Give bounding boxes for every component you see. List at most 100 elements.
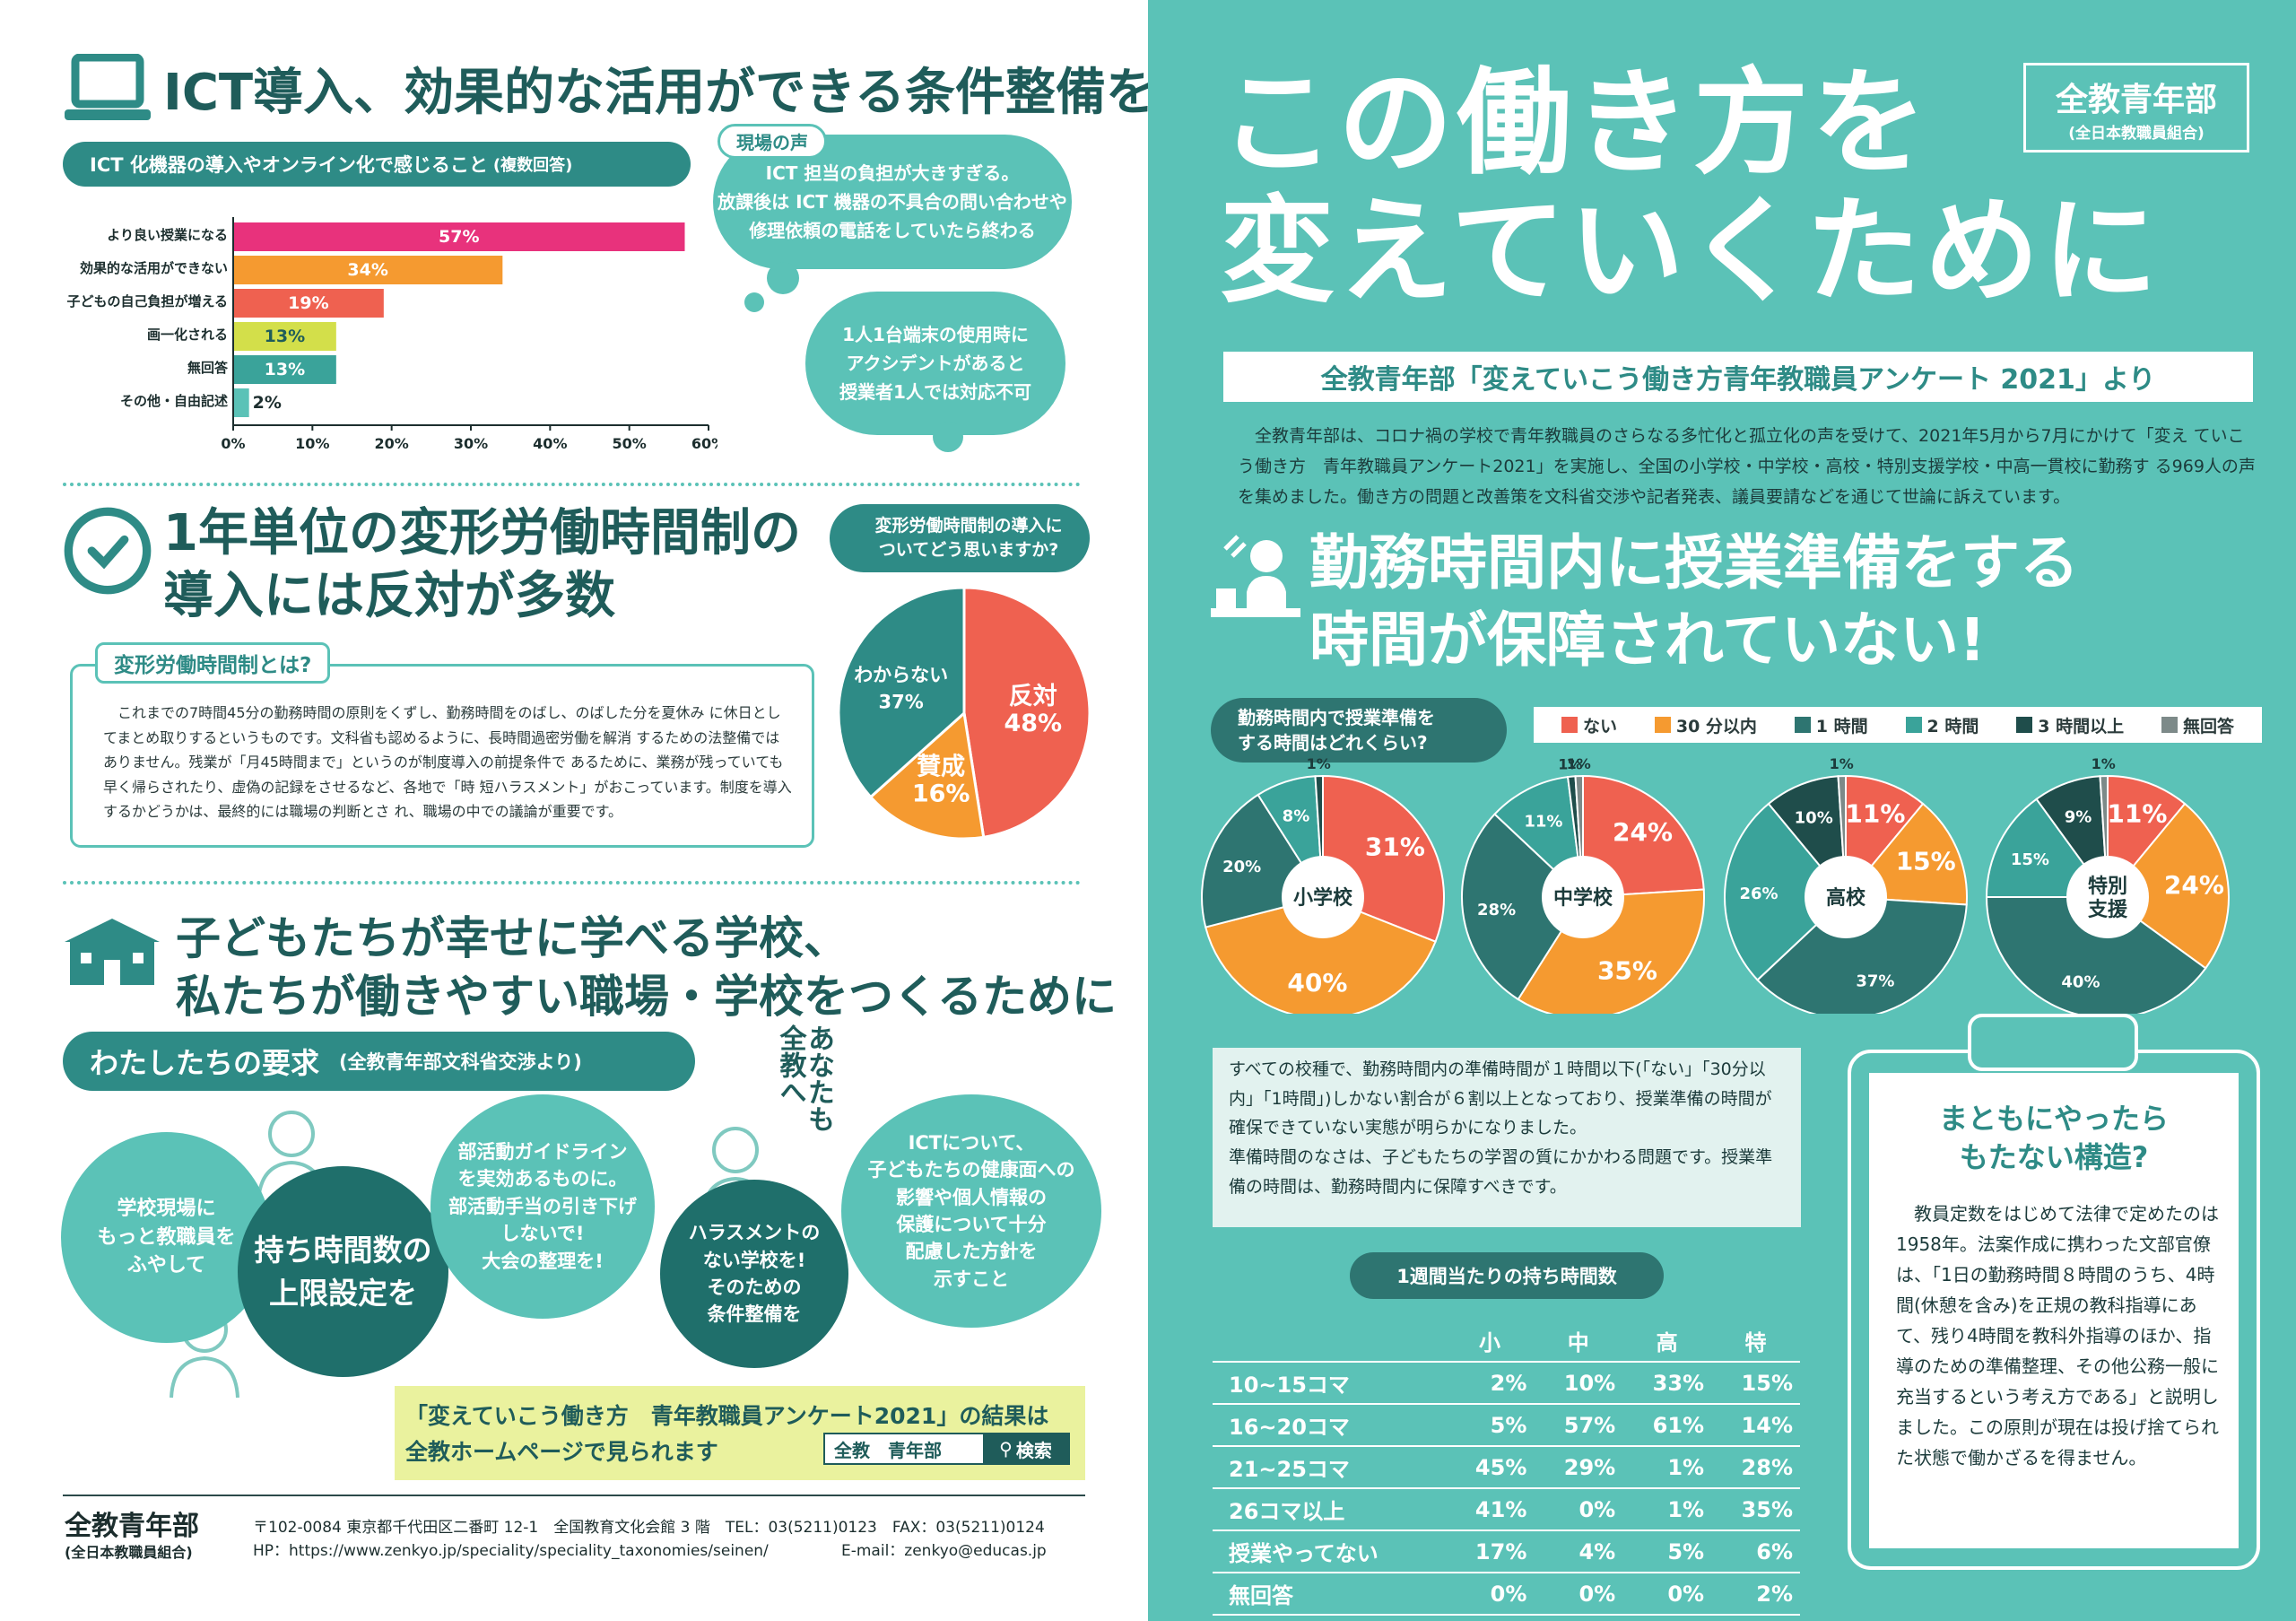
- pie-slice: [1517, 888, 1705, 1014]
- table-cell: 無回答: [1213, 1573, 1446, 1616]
- search-input[interactable]: [825, 1434, 983, 1463]
- pie-slice: [1756, 895, 1968, 1014]
- table-cell: 16~20コマ: [1213, 1404, 1446, 1447]
- bar: [233, 355, 336, 384]
- bar: [233, 322, 336, 351]
- table-row: 授業やってない 17% 4% 5% 6%: [1213, 1530, 1800, 1573]
- x-tick-label: 10%: [295, 435, 329, 452]
- table-row: 無回答 0% 0% 0% 2%: [1213, 1573, 1800, 1616]
- table-cell: 0%: [1534, 1488, 1623, 1531]
- pie-slice-label: 40%: [2061, 972, 2100, 991]
- table-cell: 5%: [1622, 1530, 1712, 1573]
- pie-slice: [1461, 813, 1585, 1001]
- demand-bubble-5: ICTについて、 子どもたちの健康面への 影響や個人情報の 保護について十分 配…: [841, 1094, 1101, 1328]
- bubble-dot: [767, 262, 799, 294]
- legend-swatch: [2016, 717, 2033, 733]
- pie-slice: [2106, 802, 2230, 970]
- join-vertical-text: あなたも 全教へ: [774, 1024, 835, 1132]
- pie-slice: [868, 710, 986, 841]
- bar: [233, 289, 384, 318]
- bar-category-label: より良い授業になる: [107, 227, 228, 243]
- pie-slice-label: 11%: [1845, 799, 1905, 829]
- table-header-cell: 中: [1534, 1320, 1623, 1363]
- footer-org: 全教青年部: [65, 1511, 199, 1542]
- legend-item: 2 時間: [1905, 713, 1979, 737]
- footer-address: 〒102-0084 東京都千代田区二番町 12-1 全国教育文化会館 3 階 T…: [253, 1519, 1045, 1537]
- demands-bar-note: (全教青年部文科省交渉より): [339, 1051, 582, 1073]
- pie-slice-label: 24%: [1613, 817, 1673, 847]
- bar-value-label: 57%: [439, 227, 479, 247]
- footer-org-sub: (全日本教職員組合): [65, 1544, 193, 1561]
- clipboard-clip: [1968, 1014, 2138, 1071]
- table-cell: 0%: [1534, 1573, 1623, 1616]
- table-cell: 10~15コマ: [1213, 1362, 1446, 1405]
- table-row: 26コマ以上 41% 0% 1% 35%: [1213, 1488, 1800, 1531]
- henkei-box-title: 変形労働時間制とは?: [95, 642, 331, 684]
- table-cell: 1%: [1622, 1446, 1712, 1489]
- bar-category-label: 効果的な活用ができない: [80, 260, 228, 276]
- voice-text-1: ICT 担当の負担が大きすぎる。 放課後は ICT 機器の不具合の問い合わせや …: [718, 162, 1067, 241]
- table-row: 16~20コマ 5% 57% 61% 14%: [1213, 1404, 1800, 1447]
- pie-question-bar: 変形労働時間制の導入に ついてどう思いますか?: [830, 504, 1090, 572]
- table-cell: 61%: [1622, 1404, 1712, 1447]
- pie-slice-label: 賛成: [917, 754, 965, 781]
- table-row: 10~15コマ 2% 10% 33% 15%: [1213, 1362, 1800, 1405]
- bar-category-label: 無回答: [187, 360, 229, 376]
- table-header-cell: 小: [1445, 1320, 1535, 1363]
- clip-text: 教員定数をはじめて法律で定めたのは1958年。法案作成に携わった文部官僚は、「1…: [1896, 1203, 2219, 1469]
- table-cell: 29%: [1534, 1446, 1623, 1489]
- pie-slice: [1205, 895, 1437, 1014]
- pie-slice: [1985, 896, 2207, 1014]
- table-cell: 14%: [1711, 1404, 1800, 1447]
- footer-rule: [63, 1495, 1085, 1496]
- x-tick-label: 0%: [221, 435, 245, 452]
- voice-label: 現場の声: [718, 124, 827, 159]
- pie-slice-label: 31%: [1365, 832, 1425, 861]
- pie-center-hole: [1282, 856, 1364, 938]
- legend-item: 3 時間以上: [2016, 713, 2124, 737]
- table-header-cell: 高: [1622, 1320, 1712, 1363]
- table-row: 21~25コマ 45% 29% 1% 28%: [1213, 1446, 1800, 1489]
- pie-slice-label: 10%: [1795, 809, 1833, 828]
- bar-value-label: 34%: [347, 260, 387, 280]
- pie-slice-label: 1%: [2092, 755, 2116, 772]
- ict-subtitle-note: (複数回答): [492, 156, 573, 175]
- bar-value-label: 13%: [265, 327, 305, 346]
- legend-label: 3 時間以上: [2038, 716, 2125, 736]
- right-page: 全教青年部 (全日本教職員組合) この働き方を 変えていくために 全教青年部「変…: [1148, 0, 2296, 1621]
- section-title: 勤務時間内に授業準備をする 時間が保障されていない!: [1309, 528, 2079, 675]
- legend-label: 30 分以内: [1675, 716, 1757, 736]
- table-cell: 35%: [1711, 1488, 1800, 1531]
- footer-email[interactable]: E-mail：zenkyo@educas.jp: [841, 1542, 1047, 1560]
- hours-table-title: 1週間当たりの持ち時間数: [1350, 1252, 1664, 1299]
- ict-subtitle: ICT 化機器の導入やオンライン化で感じること: [90, 154, 488, 176]
- bar: [233, 222, 685, 251]
- clipboard: まともにやったら もたない構造? 教員定数をはじめて法律で定めたのは1958年。…: [1848, 1014, 2260, 1570]
- search-button[interactable]: ⚲ 検索: [983, 1434, 1068, 1463]
- demands-bar-title: わたしたちの要求: [90, 1046, 320, 1080]
- laptop-icon: [65, 54, 151, 120]
- table-cell: 2%: [1711, 1573, 1800, 1616]
- pie-slice-label: 1%: [1307, 755, 1331, 772]
- pie-slice-label: 37%: [1856, 972, 1894, 990]
- pie-slice: [1724, 802, 1848, 981]
- legend-swatch: [1561, 717, 1578, 733]
- table-header-row: 小中高特: [1213, 1320, 1800, 1363]
- prep-time-pie-charts: 31%40%20%8%1%小学校24%35%28%11%1%1%中学校11%15…: [1201, 755, 2230, 1014]
- pie-slice-label: 反対: [1009, 683, 1057, 710]
- pie-slice-label: 40%: [1287, 968, 1347, 998]
- pie-slice-label: 8%: [1283, 807, 1310, 826]
- pie-slice-label: 1%: [1830, 755, 1854, 772]
- table-cell: 57%: [1534, 1404, 1623, 1447]
- pie-question: 勤務時間内で授業準備を する時間はどれくらい?: [1211, 698, 1507, 763]
- ict-bar-chart: より良い授業になる 57% 効果的な活用ができない 34% 子どもの自己負担が増える 19…: [66, 217, 718, 452]
- x-tick-label: 40%: [533, 435, 567, 452]
- summary-box: すべての校種で、勤務時間内の準備時間が１時間以下(「ない」「30分以内」「1時間…: [1213, 1048, 1801, 1227]
- headline: この働き方を 変えていくために: [1220, 57, 2161, 319]
- footer-hp[interactable]: HP：https://www.zenkyo.jp/speciality/spec…: [253, 1542, 769, 1560]
- bubble-dot: [744, 292, 764, 312]
- table-cell: 2%: [1445, 1362, 1535, 1405]
- table-cell: 41%: [1445, 1488, 1535, 1531]
- bar-category-label: その他・自由記述: [120, 393, 228, 409]
